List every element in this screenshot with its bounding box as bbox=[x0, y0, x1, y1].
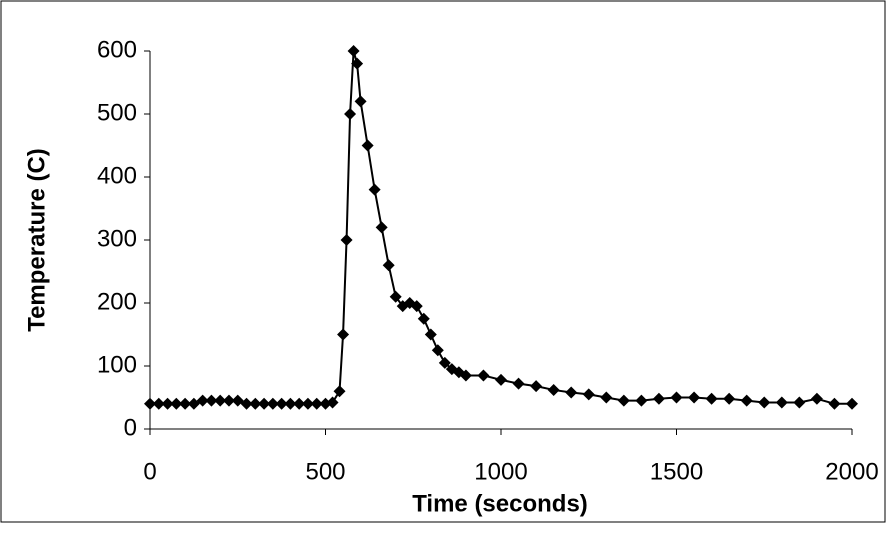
data-point bbox=[635, 394, 648, 407]
x-tick-label: 1000 bbox=[474, 458, 527, 485]
data-point bbox=[337, 328, 350, 341]
data-point bbox=[846, 397, 858, 410]
data-point bbox=[740, 394, 753, 407]
data-point bbox=[793, 396, 806, 409]
data-point bbox=[530, 380, 543, 393]
x-tick-label: 2000 bbox=[825, 458, 878, 485]
data-point bbox=[340, 234, 353, 246]
data-point bbox=[258, 397, 271, 410]
data-point bbox=[347, 45, 360, 57]
data-point bbox=[617, 394, 630, 407]
data-point bbox=[810, 392, 823, 405]
data-point bbox=[333, 385, 346, 398]
data-point bbox=[354, 95, 367, 108]
data-point bbox=[775, 396, 788, 409]
data-point bbox=[275, 397, 288, 410]
data-point bbox=[293, 397, 306, 410]
data-point bbox=[152, 397, 165, 410]
data-point bbox=[310, 397, 323, 410]
data-point bbox=[375, 221, 388, 234]
data-point bbox=[438, 356, 451, 369]
data-point bbox=[459, 369, 472, 382]
data-point bbox=[652, 392, 665, 405]
data-point bbox=[351, 57, 364, 70]
data-point bbox=[240, 397, 253, 410]
data-point bbox=[170, 397, 183, 410]
y-tick-label: 600 bbox=[97, 36, 137, 63]
y-axis-title: Temperature (C) bbox=[23, 148, 50, 332]
x-tick-label: 1500 bbox=[650, 458, 703, 485]
data-point bbox=[284, 397, 297, 410]
x-tick-label: 500 bbox=[305, 458, 345, 485]
y-tick-label: 200 bbox=[97, 288, 137, 315]
x-axis-title: Time (seconds) bbox=[412, 490, 588, 517]
data-point bbox=[389, 290, 402, 303]
y-tick-label: 500 bbox=[97, 99, 137, 126]
data-point bbox=[214, 394, 227, 407]
data-point bbox=[179, 397, 192, 410]
data-point bbox=[196, 394, 209, 407]
data-point bbox=[512, 377, 525, 390]
data-point bbox=[266, 397, 279, 410]
x-tick-label: 0 bbox=[143, 458, 156, 485]
y-tick-label: 100 bbox=[97, 351, 137, 378]
data-point bbox=[368, 183, 381, 196]
data-point bbox=[361, 139, 374, 152]
data-point bbox=[600, 391, 613, 404]
data-line bbox=[150, 50, 852, 405]
data-point bbox=[705, 392, 718, 405]
data-point bbox=[477, 369, 490, 382]
y-tick-label: 0 bbox=[124, 414, 137, 441]
data-point bbox=[417, 312, 430, 325]
data-point bbox=[688, 391, 701, 404]
data-point bbox=[249, 397, 262, 410]
data-point bbox=[410, 300, 423, 313]
data-point bbox=[758, 396, 771, 409]
data-point bbox=[723, 392, 736, 405]
data-point bbox=[161, 397, 174, 410]
data-point bbox=[326, 396, 339, 409]
data-point bbox=[828, 397, 841, 410]
data-point bbox=[205, 394, 218, 407]
data-point bbox=[582, 388, 595, 401]
data-point bbox=[565, 386, 578, 399]
data-point bbox=[301, 397, 314, 410]
data-point bbox=[344, 108, 357, 120]
data-point bbox=[495, 373, 507, 386]
data-point bbox=[382, 259, 395, 272]
data-point bbox=[670, 391, 683, 404]
y-tick-label: 300 bbox=[97, 225, 137, 252]
y-tick-label: 400 bbox=[97, 162, 137, 189]
data-point bbox=[431, 344, 444, 357]
data-point bbox=[144, 397, 156, 410]
data-point bbox=[424, 328, 437, 341]
data-point bbox=[222, 394, 235, 407]
data-point bbox=[547, 383, 560, 396]
